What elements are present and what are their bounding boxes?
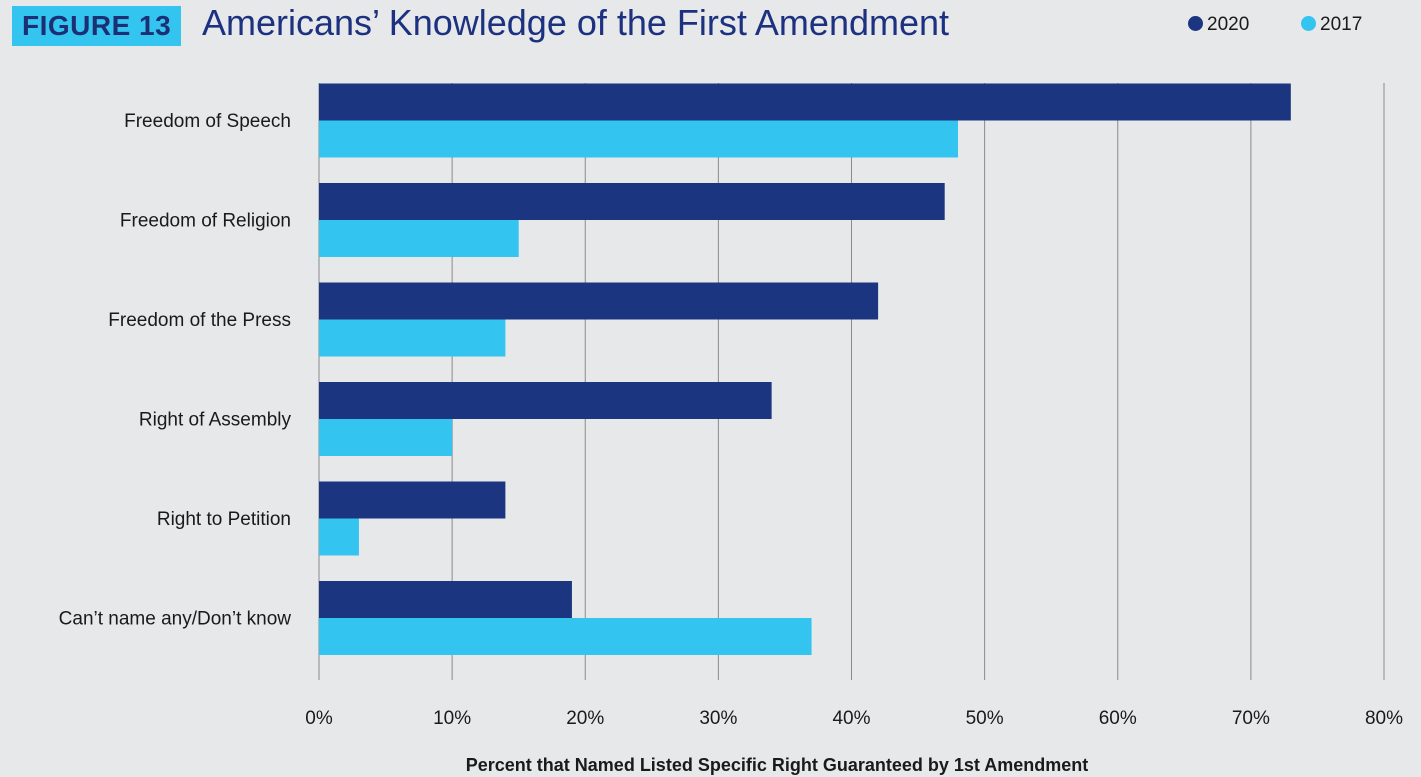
bar-2017 <box>319 120 958 158</box>
figure-label: FIGURE 13 <box>12 6 182 46</box>
legend-label-2020: 2020 <box>1207 14 1250 35</box>
bar-2017 <box>319 518 359 556</box>
category-label: Freedom of Religion <box>120 211 291 232</box>
bar-2020 <box>319 581 572 618</box>
legend: 2020 2017 <box>1181 10 1421 40</box>
bar-2020 <box>319 382 772 419</box>
x-tick-label: 40% <box>832 708 870 729</box>
bar-2017 <box>319 220 519 257</box>
bar-2020 <box>319 481 506 519</box>
x-axis-title: Percent that Named Listed Specific Right… <box>466 755 1088 775</box>
bar-2017 <box>319 618 812 655</box>
bar-2020 <box>319 183 945 220</box>
legend-item-2017: 2017 <box>1301 10 1362 40</box>
x-tick-label: 20% <box>566 708 604 729</box>
x-tick-label: 80% <box>1365 708 1403 729</box>
bar-2017 <box>319 319 506 357</box>
legend-swatch-2017 <box>1301 16 1316 31</box>
legend-swatch-2020 <box>1188 16 1203 31</box>
chart-title: Americans’ Knowledge of the First Amendm… <box>202 2 950 43</box>
category-label: Freedom of Speech <box>124 111 291 132</box>
category-label: Right of Assembly <box>139 410 292 431</box>
bar-2020 <box>319 282 879 320</box>
x-tick-label: 60% <box>1099 708 1137 729</box>
x-tick-label: 0% <box>305 708 333 729</box>
x-tick-label: 70% <box>1232 708 1270 729</box>
legend-item-2020: 2020 <box>1188 10 1249 40</box>
bar-2017 <box>319 419 453 456</box>
category-label: Freedom of the Press <box>108 310 291 331</box>
legend-label-2017: 2017 <box>1320 14 1363 35</box>
x-tick-label: 30% <box>699 708 737 729</box>
x-tick-label: 10% <box>433 708 471 729</box>
x-tick-label: 50% <box>966 708 1004 729</box>
bar-2020 <box>319 83 1291 121</box>
category-label: Can’t name any/Don’t know <box>59 609 292 630</box>
category-label: Right to Petition <box>157 509 291 530</box>
